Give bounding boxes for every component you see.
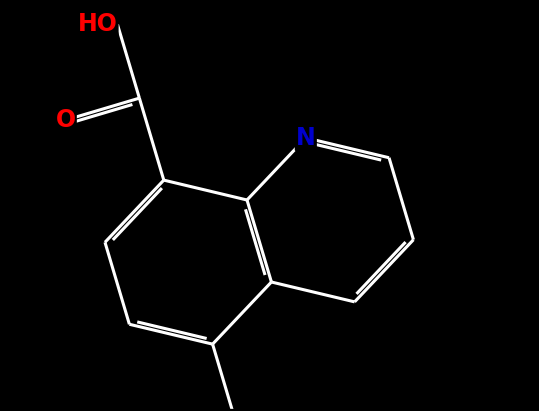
Text: O: O <box>56 108 75 132</box>
Text: Br: Br <box>221 410 251 411</box>
Text: HO: HO <box>78 12 118 36</box>
Text: N: N <box>296 126 316 150</box>
